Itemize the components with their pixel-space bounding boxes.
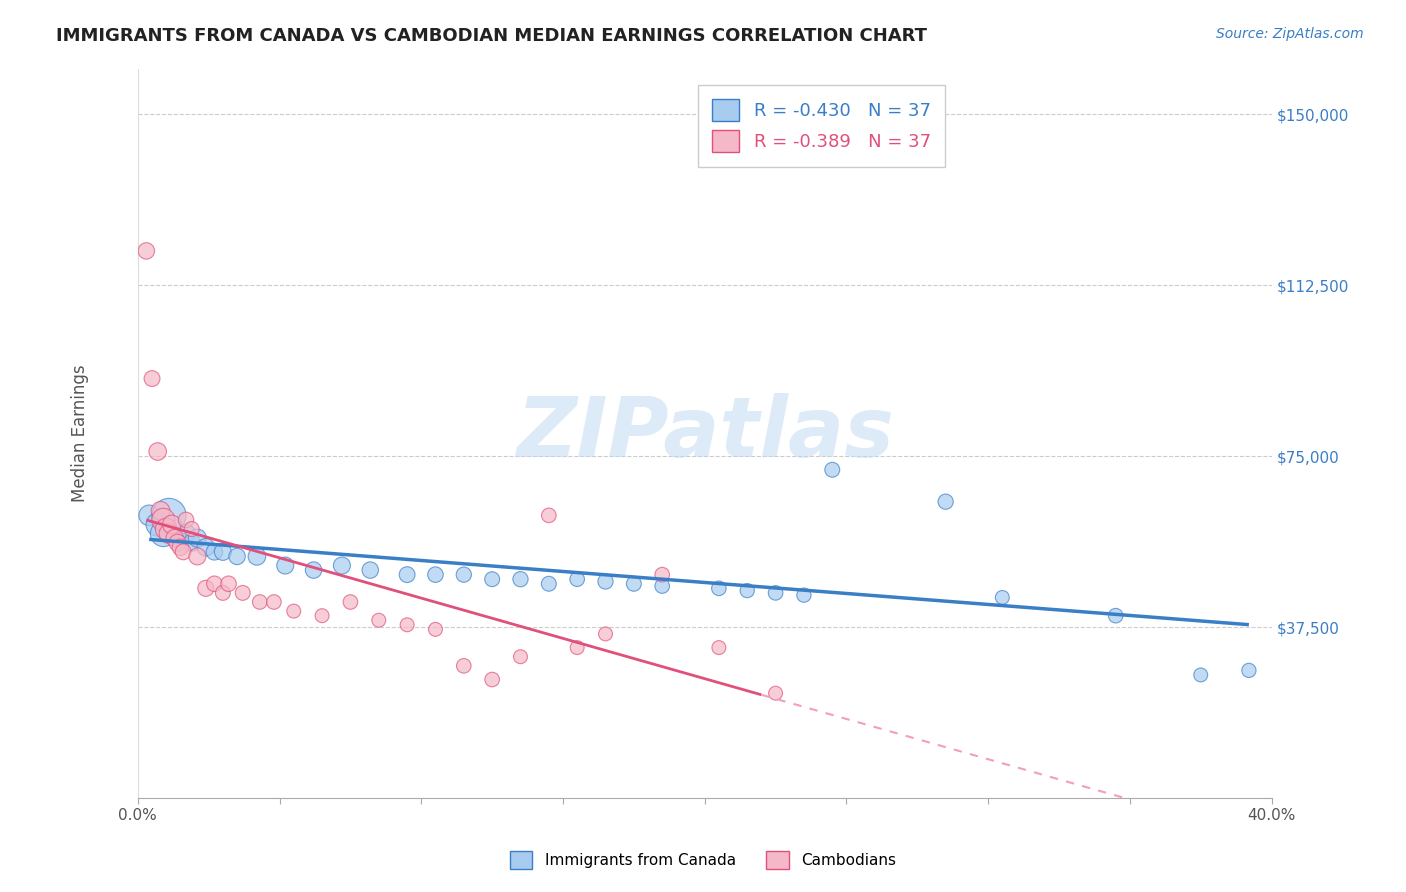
Point [166, 535, 188, 549]
Point [1105, 608, 1128, 623]
Point [302, 563, 325, 577]
Point [623, 576, 645, 591]
Point [311, 608, 333, 623]
Point [194, 582, 217, 596]
Point [651, 579, 673, 593]
Point [186, 531, 208, 545]
Point [163, 531, 186, 545]
Point [793, 588, 815, 602]
Point [180, 535, 202, 549]
Point [651, 567, 673, 582]
Point [249, 595, 271, 609]
Point [283, 604, 305, 618]
Text: Source: ZipAtlas.com: Source: ZipAtlas.com [1216, 27, 1364, 41]
Point [567, 572, 589, 586]
Point [453, 658, 475, 673]
Point [1237, 664, 1260, 678]
Point [765, 586, 787, 600]
Point [359, 563, 381, 577]
Point [537, 576, 560, 591]
Point [169, 541, 191, 555]
Legend: R = -0.430   N = 37, R = -0.389   N = 37: R = -0.430 N = 37, R = -0.389 N = 37 [697, 85, 945, 167]
Point [707, 640, 730, 655]
Point [149, 504, 172, 518]
Point [186, 549, 208, 564]
Text: ZIPatlas: ZIPatlas [516, 392, 894, 474]
Point [141, 371, 163, 385]
Point [194, 541, 217, 555]
Point [218, 576, 240, 591]
Point [155, 522, 177, 536]
Point [481, 673, 503, 687]
Point [935, 494, 957, 508]
Point [396, 617, 419, 632]
Point [174, 513, 197, 527]
Point [146, 517, 169, 532]
Point [821, 463, 844, 477]
Point [1189, 668, 1212, 682]
Point [138, 508, 160, 523]
Point [157, 526, 180, 541]
Point [172, 545, 194, 559]
Point [595, 627, 617, 641]
Point [212, 586, 235, 600]
Point [135, 244, 157, 258]
Point [202, 545, 225, 559]
Point [174, 526, 197, 541]
Point [226, 549, 249, 564]
Point [707, 582, 730, 596]
Point [330, 558, 353, 573]
Point [157, 508, 180, 523]
Point [339, 595, 361, 609]
Point [595, 574, 617, 589]
Point [274, 558, 297, 573]
Point [509, 649, 531, 664]
Point [735, 583, 758, 598]
Point [146, 444, 169, 458]
Point [152, 526, 174, 541]
Point [453, 567, 475, 582]
Point [509, 572, 531, 586]
Point [212, 545, 235, 559]
Point [537, 508, 560, 523]
Point [367, 613, 389, 627]
Legend: Immigrants from Canada, Cambodians: Immigrants from Canada, Cambodians [503, 845, 903, 875]
Point [765, 686, 787, 700]
Point [180, 522, 202, 536]
Point [202, 576, 225, 591]
Point [166, 531, 188, 545]
Point [232, 586, 254, 600]
Point [152, 513, 174, 527]
Point [396, 567, 419, 582]
Text: IMMIGRANTS FROM CANADA VS CAMBODIAN MEDIAN EARNINGS CORRELATION CHART: IMMIGRANTS FROM CANADA VS CAMBODIAN MEDI… [56, 27, 927, 45]
Point [481, 572, 503, 586]
Point [991, 591, 1014, 605]
Point [160, 517, 183, 532]
Point [246, 549, 269, 564]
Point [425, 623, 447, 637]
Point [425, 567, 447, 582]
Point [567, 640, 589, 655]
Point [263, 595, 285, 609]
Y-axis label: Median Earnings: Median Earnings [72, 365, 89, 502]
